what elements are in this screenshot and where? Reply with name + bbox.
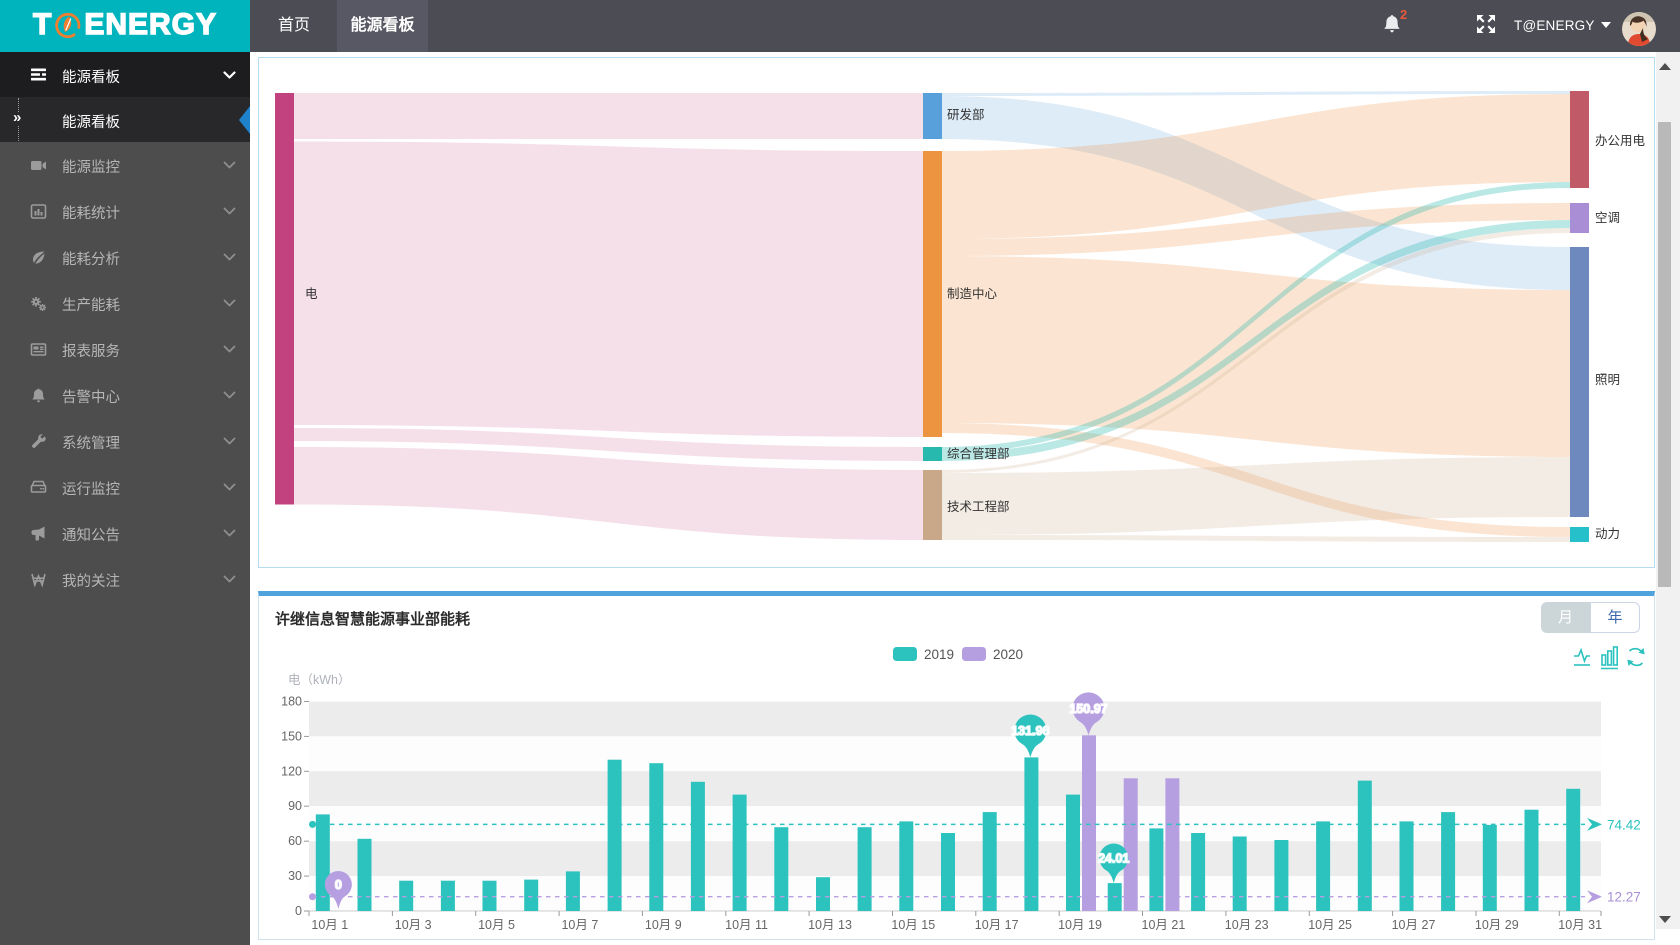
svg-text:0: 0 xyxy=(335,878,342,892)
svg-text:10月 21: 10月 21 xyxy=(1142,918,1186,932)
svg-text:照明: 照明 xyxy=(1595,373,1620,387)
svg-text:24.01: 24.01 xyxy=(1098,852,1129,866)
svg-text:60: 60 xyxy=(288,834,302,848)
svg-text:10月 17: 10月 17 xyxy=(975,918,1019,932)
svg-text:10月 15: 10月 15 xyxy=(891,918,935,932)
svg-text:10月 19: 10月 19 xyxy=(1058,918,1102,932)
svg-text:10月 29: 10月 29 xyxy=(1475,918,1519,932)
svg-text:74.42: 74.42 xyxy=(1607,817,1641,832)
svg-text:131.96: 131.96 xyxy=(1011,724,1049,738)
svg-text:10月 23: 10月 23 xyxy=(1225,918,1269,932)
svg-text:10月 27: 10月 27 xyxy=(1392,918,1436,932)
svg-text:0: 0 xyxy=(295,904,302,918)
svg-text:10月 11: 10月 11 xyxy=(725,918,768,932)
svg-text:10月 5: 10月 5 xyxy=(478,918,515,932)
svg-text:10月 7: 10月 7 xyxy=(561,918,598,932)
svg-text:空调: 空调 xyxy=(1595,211,1620,225)
svg-text:10月 1: 10月 1 xyxy=(311,918,348,932)
svg-text:12.27: 12.27 xyxy=(1607,890,1641,905)
svg-text:研发部: 研发部 xyxy=(947,107,985,122)
svg-text:技术工程部: 技术工程部 xyxy=(947,499,1010,514)
svg-text:120: 120 xyxy=(281,764,302,778)
svg-text:2019: 2019 xyxy=(924,647,954,662)
svg-text:10月 9: 10月 9 xyxy=(645,918,682,932)
svg-text:办公用电: 办公用电 xyxy=(1595,133,1646,148)
svg-text:综合管理部: 综合管理部 xyxy=(947,446,1010,461)
svg-text:制造中心: 制造中心 xyxy=(947,286,998,301)
svg-text:10月 31: 10月 31 xyxy=(1558,918,1602,932)
svg-text:10月 13: 10月 13 xyxy=(808,918,852,932)
svg-text:150: 150 xyxy=(281,729,302,743)
svg-text:2020: 2020 xyxy=(993,647,1023,662)
svg-text:30: 30 xyxy=(288,869,302,883)
svg-text:电: 电 xyxy=(305,287,318,301)
svg-text:150.97: 150.97 xyxy=(1069,702,1107,716)
svg-text:电（kWh）: 电（kWh） xyxy=(288,673,351,687)
svg-text:90: 90 xyxy=(288,799,302,813)
svg-text:10月 3: 10月 3 xyxy=(395,918,432,932)
svg-text:动力: 动力 xyxy=(1595,527,1620,541)
svg-text:10月 25: 10月 25 xyxy=(1308,918,1352,932)
svg-text:180: 180 xyxy=(281,695,302,709)
